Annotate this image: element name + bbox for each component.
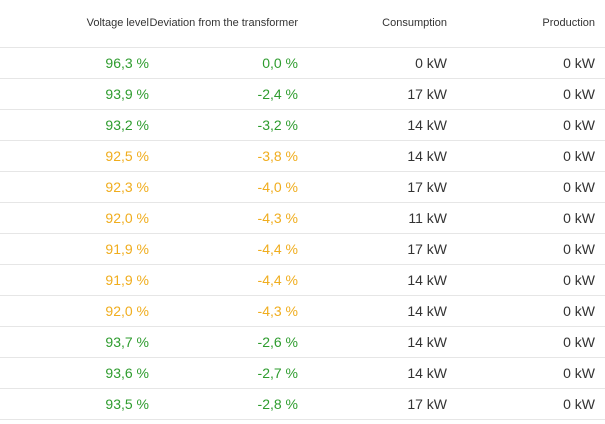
voltage-cell: 92,5 % [105,148,149,164]
voltage-cell: 92,3 % [105,179,149,195]
consumption-cell: 14 kW [407,303,447,319]
table-row: 92,5 % -3,8 % 14 kW 0 kW [0,141,605,172]
production-cell: 0 kW [563,241,595,257]
table-row: 93,5 % -2,8 % 17 kW 0 kW [0,389,605,420]
deviation-cell: -3,8 % [257,148,298,164]
deviation-cell: 0,0 % [262,55,298,71]
table-row: 92,0 % -4,3 % 11 kW 0 kW [0,203,605,234]
table-row: 96,3 % 0,0 % 0 kW 0 kW [0,48,605,79]
deviation-cell: -4,0 % [257,179,298,195]
production-cell: 0 kW [563,365,595,381]
table-row: 91,9 % -4,4 % 14 kW 0 kW [0,265,605,296]
voltage-cell: 91,9 % [105,241,149,257]
voltage-cell: 96,3 % [105,55,149,71]
table-row: 92,0 % -4,3 % 14 kW 0 kW [0,296,605,327]
column-header-deviation[interactable]: Deviation from the transformer [149,17,298,29]
production-cell: 0 kW [563,148,595,164]
voltage-cell: 93,9 % [105,86,149,102]
production-cell: 0 kW [563,396,595,412]
table-header: Voltage level Deviation from the transfo… [0,0,605,48]
table-row: 93,2 % -3,2 % 14 kW 0 kW [0,110,605,141]
voltage-cell: 93,7 % [105,334,149,350]
voltage-cell: 93,6 % [105,365,149,381]
voltage-cell: 93,5 % [105,396,149,412]
consumption-cell: 17 kW [407,86,447,102]
deviation-cell: -2,4 % [257,86,298,102]
consumption-cell: 14 kW [407,117,447,133]
production-cell: 0 kW [563,210,595,226]
table-row: 91,9 % -4,4 % 17 kW 0 kW [0,234,605,265]
deviation-cell: -2,7 % [257,365,298,381]
table-row: 93,6 % -2,7 % 14 kW 0 kW [0,358,605,389]
column-header-voltage[interactable]: Voltage level [86,17,149,29]
voltage-cell: 91,9 % [105,272,149,288]
production-cell: 0 kW [563,334,595,350]
consumption-cell: 17 kW [407,396,447,412]
deviation-cell: -4,3 % [257,303,298,319]
deviation-cell: -2,8 % [257,396,298,412]
deviation-cell: -3,2 % [257,117,298,133]
voltage-cell: 93,2 % [105,117,149,133]
deviation-cell: -4,4 % [257,241,298,257]
consumption-cell: 14 kW [407,272,447,288]
table-row: 93,9 % -2,4 % 17 kW 0 kW [0,79,605,110]
consumption-cell: 14 kW [407,148,447,164]
deviation-cell: -4,4 % [257,272,298,288]
column-header-consumption[interactable]: Consumption [382,17,447,29]
consumption-cell: 11 kW [408,210,447,226]
deviation-cell: -2,6 % [257,334,298,350]
production-cell: 0 kW [563,179,595,195]
voltage-cell: 92,0 % [105,303,149,319]
column-header-production[interactable]: Production [542,17,595,29]
table-row: 93,7 % -2,6 % 14 kW 0 kW [0,327,605,358]
consumption-cell: 14 kW [407,334,447,350]
deviation-cell: -4,3 % [257,210,298,226]
consumption-cell: 0 kW [415,55,447,71]
table-row: 92,3 % -4,0 % 17 kW 0 kW [0,172,605,203]
consumption-cell: 14 kW [407,365,447,381]
production-cell: 0 kW [563,303,595,319]
production-cell: 0 kW [563,117,595,133]
voltage-cell: 92,0 % [105,210,149,226]
production-cell: 0 kW [563,86,595,102]
production-cell: 0 kW [563,55,595,71]
production-cell: 0 kW [563,272,595,288]
consumption-cell: 17 kW [407,179,447,195]
consumption-cell: 17 kW [407,241,447,257]
